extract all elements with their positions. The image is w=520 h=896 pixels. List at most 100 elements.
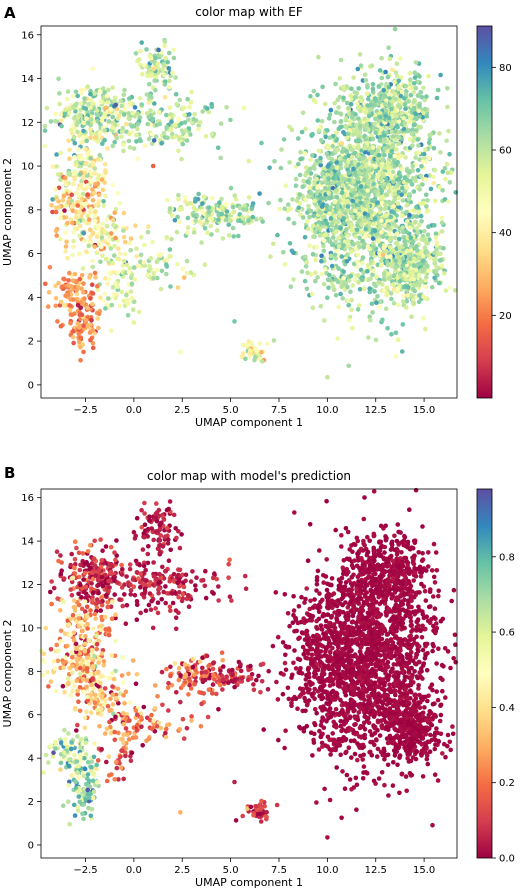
scatter-point xyxy=(407,252,413,258)
scatter-point xyxy=(167,50,172,56)
scatter-point xyxy=(71,335,76,340)
scatter-point xyxy=(394,113,399,119)
scatter-point xyxy=(86,217,92,222)
scatter-point xyxy=(147,93,153,99)
scatter-point xyxy=(394,662,400,667)
scatter-point xyxy=(314,244,319,250)
scatter-point xyxy=(80,266,86,271)
scatter-point xyxy=(393,258,398,264)
scatter-point xyxy=(185,96,190,102)
scatter-point xyxy=(279,147,284,152)
scatter-point xyxy=(173,75,178,80)
scatter-point xyxy=(358,230,364,235)
scatter-point xyxy=(240,342,246,348)
scatter-point xyxy=(241,105,247,111)
scatter-point xyxy=(393,354,399,359)
scatter-point xyxy=(165,59,170,65)
scatter-point xyxy=(421,237,426,243)
scatter-point xyxy=(314,176,319,182)
scatter-point xyxy=(400,256,406,261)
scatter-point xyxy=(437,258,443,263)
scatter-point xyxy=(355,757,360,763)
scatter-point xyxy=(344,259,350,264)
scatter-point xyxy=(187,104,192,110)
scatter-point xyxy=(302,151,308,156)
scatter-point xyxy=(121,92,127,98)
scatter-point xyxy=(354,227,360,233)
scatter-point xyxy=(311,234,316,239)
scatter-point xyxy=(88,235,93,240)
scatter-point xyxy=(355,66,361,72)
scatter-point xyxy=(371,281,377,287)
scatter-point xyxy=(443,754,448,760)
scatter-point xyxy=(156,47,161,53)
scatter-point xyxy=(340,296,346,301)
scatter-point xyxy=(363,226,369,232)
scatter-point xyxy=(389,174,394,179)
scatter-point xyxy=(184,133,189,139)
scatter-point xyxy=(392,164,397,169)
scatter-point xyxy=(411,256,417,261)
scatter-point xyxy=(423,147,428,152)
scatter-point xyxy=(121,298,127,304)
scatter-point xyxy=(259,140,264,146)
scatter-point xyxy=(352,151,357,156)
scatter-point xyxy=(100,141,105,146)
scatter-point xyxy=(325,295,330,301)
scatter-point xyxy=(373,98,379,103)
scatter-point xyxy=(82,96,87,101)
scatter-point xyxy=(193,218,198,224)
scatter-point xyxy=(382,101,388,107)
scatter-point xyxy=(425,263,430,269)
scatter-point xyxy=(102,138,107,143)
scatter-point xyxy=(79,91,84,96)
scatter-point xyxy=(167,105,173,110)
scatter-point xyxy=(410,127,415,132)
scatter-point xyxy=(121,228,126,233)
scatter-point xyxy=(359,165,365,170)
scatter-point xyxy=(407,225,413,230)
scatter-point xyxy=(199,240,204,245)
scatter-point xyxy=(413,267,419,273)
scatter-point xyxy=(346,111,352,116)
scatter-point xyxy=(396,176,402,182)
scatter-point xyxy=(411,263,417,268)
scatter-point xyxy=(420,258,426,264)
scatter-point xyxy=(403,242,408,248)
scatter-point xyxy=(447,180,453,185)
scatter-point xyxy=(426,268,432,274)
scatter-point xyxy=(171,55,177,61)
scatter-point xyxy=(440,188,445,193)
scatter-point xyxy=(165,197,170,203)
scatter-point xyxy=(175,262,180,267)
scatter-point xyxy=(393,241,399,246)
scatter-point xyxy=(371,489,377,494)
scatter-point xyxy=(417,114,422,119)
scatter-point xyxy=(375,192,381,197)
scatter-point xyxy=(391,179,396,185)
scatter-point xyxy=(84,138,89,144)
scatter-point xyxy=(95,118,100,124)
scatter-point xyxy=(432,261,438,266)
scatter-point xyxy=(353,138,359,144)
scatter-point xyxy=(88,156,93,161)
scatter-point xyxy=(135,122,141,127)
scatter-point xyxy=(43,281,48,287)
scatter-point xyxy=(310,252,316,257)
scatter-point xyxy=(197,120,203,125)
scatter-point xyxy=(308,598,313,604)
scatter-point xyxy=(42,128,48,133)
scatter-point xyxy=(265,341,270,347)
scatter-point xyxy=(96,311,102,317)
scatter-point xyxy=(87,240,93,245)
scatter-point xyxy=(90,258,95,264)
scatter-point xyxy=(74,101,79,107)
scatter-point xyxy=(334,765,340,770)
scatter-point xyxy=(215,145,221,151)
scatter-point xyxy=(188,270,194,275)
scatter-point xyxy=(312,198,317,204)
scatter-point xyxy=(373,189,379,194)
scatter-point xyxy=(296,205,302,211)
scatter-point xyxy=(416,550,422,555)
scatter-point xyxy=(344,135,350,141)
